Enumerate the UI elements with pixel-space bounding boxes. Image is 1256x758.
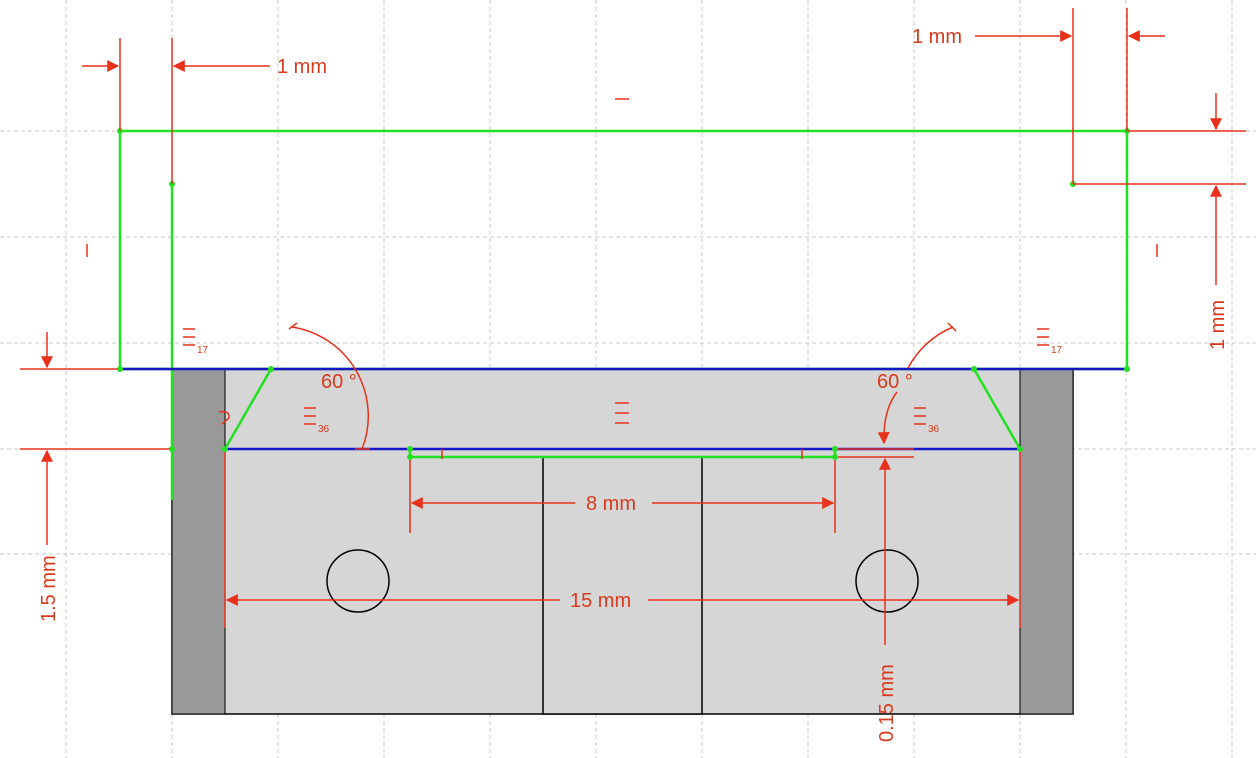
vertex[interactable] <box>117 366 123 372</box>
vertex[interactable] <box>832 446 838 452</box>
right-offset-label: 1 mm <box>912 26 962 48</box>
left-offset-label: 1 mm <box>277 56 327 78</box>
dimension-left-offset[interactable]: 1 mm <box>82 38 327 184</box>
dimension-left-height[interactable]: 1.5 mm <box>20 332 170 622</box>
vertex[interactable] <box>1017 446 1023 452</box>
right-angle-label: 60 ° <box>877 371 913 393</box>
dimension-right-offset[interactable]: 1 mm <box>912 8 1165 184</box>
constraint-left-angle[interactable]: 36 <box>304 407 330 435</box>
vertex[interactable] <box>222 446 228 452</box>
depth-label: 0.15 mm <box>876 664 898 742</box>
dimension-right-angle[interactable]: 60 ° <box>877 322 957 445</box>
left-height-label: 1.5 mm <box>38 555 60 622</box>
outer-width-label: 15 mm <box>570 590 631 612</box>
left-angle-index: 36 <box>318 424 330 435</box>
inner-width-label: 8 mm <box>586 493 636 515</box>
constraint-right-equal[interactable]: 17 <box>1037 328 1063 356</box>
tangent-constraint-icon <box>218 410 230 425</box>
vertex[interactable] <box>407 454 413 460</box>
left-chamfer-line[interactable] <box>223 368 273 450</box>
vertices[interactable] <box>117 128 1130 460</box>
left-equal-index: 17 <box>197 345 209 356</box>
left-angle-label: 60 ° <box>321 371 357 393</box>
vertex[interactable] <box>971 366 977 372</box>
right-vertical-label: 1 mm <box>1207 300 1229 350</box>
vertex[interactable] <box>169 446 175 452</box>
vertex[interactable] <box>1124 366 1130 372</box>
right-angle-index: 36 <box>928 424 940 435</box>
outer-rectangle[interactable] <box>118 129 1129 371</box>
right-chamfer-line[interactable] <box>972 368 1022 450</box>
left-hole <box>326 549 390 613</box>
dimension-depth[interactable]: 0.15 mm <box>838 448 914 742</box>
dimension-outer-width[interactable]: 15 mm <box>224 452 1021 628</box>
constraint-marks <box>86 98 1158 459</box>
right-wall <box>1019 368 1074 715</box>
constraint-right-angle[interactable]: 36 <box>914 407 940 435</box>
inner-pocket-line[interactable] <box>408 449 837 459</box>
right-equal-index: 17 <box>1051 345 1063 356</box>
vertex[interactable] <box>268 366 274 372</box>
vertex[interactable] <box>832 454 838 460</box>
constraint-left-equal[interactable]: 17 <box>183 328 209 356</box>
part-body <box>171 368 1074 715</box>
dimension-right-vertical[interactable]: 1 mm <box>1073 93 1246 350</box>
vertex[interactable] <box>407 446 413 452</box>
right-hole <box>855 549 919 613</box>
dimension-left-angle[interactable]: 60 ° <box>288 322 370 450</box>
left-wall <box>171 368 226 715</box>
dimension-inner-width[interactable]: 8 mm <box>409 460 836 533</box>
